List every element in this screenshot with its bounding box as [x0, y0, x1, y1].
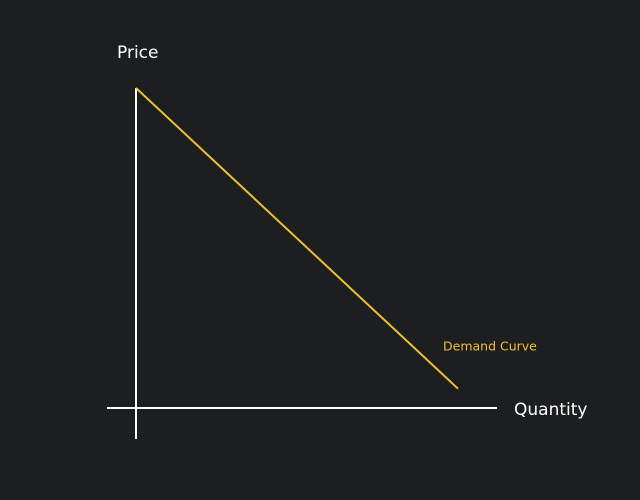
x-axis-label: Quantity: [514, 400, 587, 420]
series-layer: Demand Curve: [135, 87, 537, 390]
demand-curve-label: Demand Curve: [443, 339, 537, 354]
demand-curve-line: [135, 87, 459, 390]
y-axis-label: Price: [117, 43, 158, 63]
